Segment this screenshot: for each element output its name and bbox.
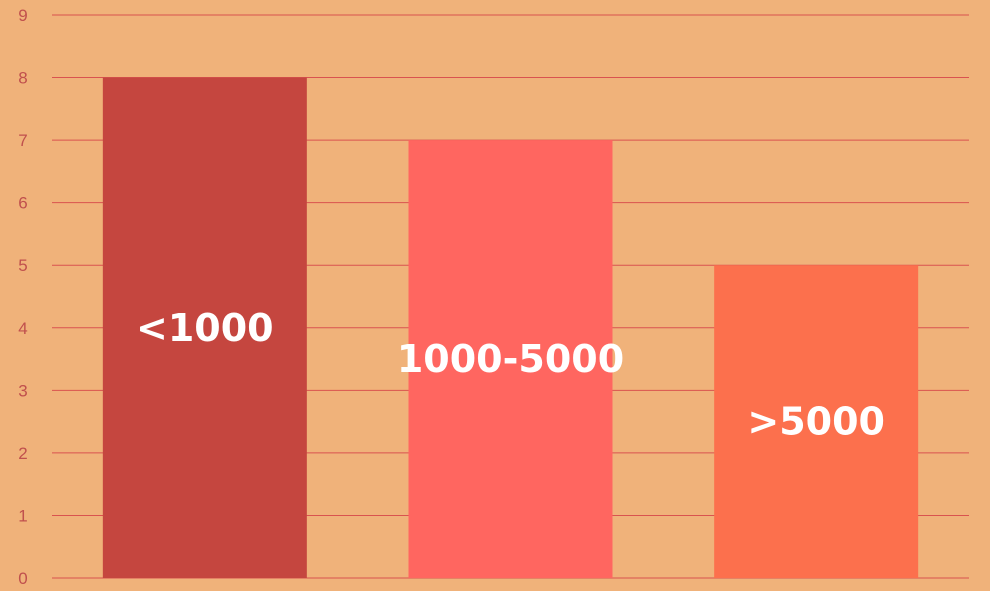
bar-category-labels: <1000 1000-5000 >5000 xyxy=(136,306,885,444)
y-tick-label: 9 xyxy=(18,6,27,25)
y-tick-label: 1 xyxy=(18,506,27,525)
y-tick-label: 6 xyxy=(18,194,27,213)
bar-category-label: >5000 xyxy=(747,400,885,444)
bar-category-label: 1000-5000 xyxy=(397,337,624,381)
y-tick-label: 2 xyxy=(18,444,27,463)
y-tick-label: 0 xyxy=(18,569,27,588)
y-tick-label: 8 xyxy=(18,69,27,88)
y-axis-tick-labels: 0 1 2 3 4 5 6 7 8 9 xyxy=(18,6,27,588)
bar-category-label: <1000 xyxy=(136,306,274,350)
y-tick-label: 3 xyxy=(18,381,27,400)
bar-2 xyxy=(714,265,919,578)
bar-1 xyxy=(408,140,613,578)
y-tick-label: 4 xyxy=(18,319,27,338)
y-tick-label: 7 xyxy=(18,131,27,150)
y-tick-label: 5 xyxy=(18,256,27,275)
bars xyxy=(102,77,919,579)
bar-0 xyxy=(102,77,307,579)
